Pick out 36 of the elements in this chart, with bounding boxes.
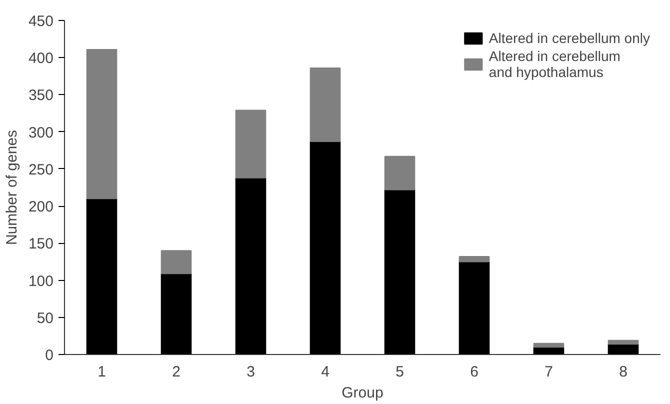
y-axis-title: Number of genes bbox=[3, 130, 20, 246]
x-tick-label: 7 bbox=[544, 364, 553, 380]
x-axis-title: Group bbox=[342, 384, 384, 402]
y-tick-label: 150 bbox=[28, 236, 54, 253]
y-tick-label: 100 bbox=[28, 272, 54, 290]
bar bbox=[235, 177, 266, 354]
y-tick-label: 400 bbox=[28, 50, 54, 68]
y-tick-label: 350 bbox=[28, 87, 54, 104]
bar bbox=[160, 250, 192, 274]
legend-label: Altered in cerebellum and hypothalamus bbox=[488, 48, 620, 80]
bar bbox=[533, 342, 564, 348]
bar bbox=[310, 68, 341, 142]
bar bbox=[608, 340, 639, 345]
x-tick-label: 4 bbox=[321, 364, 330, 380]
y-tick-label: 200 bbox=[28, 198, 54, 216]
x-tick-label: 6 bbox=[470, 364, 478, 380]
x-tick-label: 2 bbox=[172, 364, 180, 380]
bar bbox=[86, 48, 118, 200]
x-tick-label: 5 bbox=[396, 364, 404, 380]
y-tick-label: 300 bbox=[28, 124, 54, 142]
bar bbox=[310, 140, 341, 354]
x-tick-label: 1 bbox=[98, 364, 106, 380]
x-tick-label: 3 bbox=[246, 364, 255, 380]
bar bbox=[384, 156, 416, 190]
bar bbox=[458, 256, 490, 262]
y-tick-label: 50 bbox=[36, 310, 54, 327]
bar bbox=[384, 189, 416, 354]
bar bbox=[86, 198, 118, 354]
bar bbox=[160, 273, 192, 354]
legend-label: Altered in cerebellum only bbox=[488, 30, 650, 46]
y-tick-label: 450 bbox=[28, 13, 54, 30]
y-tick-label: 250 bbox=[28, 161, 54, 178]
x-tick-label: 8 bbox=[619, 364, 628, 380]
bar bbox=[235, 110, 266, 178]
bar bbox=[458, 261, 490, 354]
y-tick-label: 0 bbox=[45, 347, 54, 364]
